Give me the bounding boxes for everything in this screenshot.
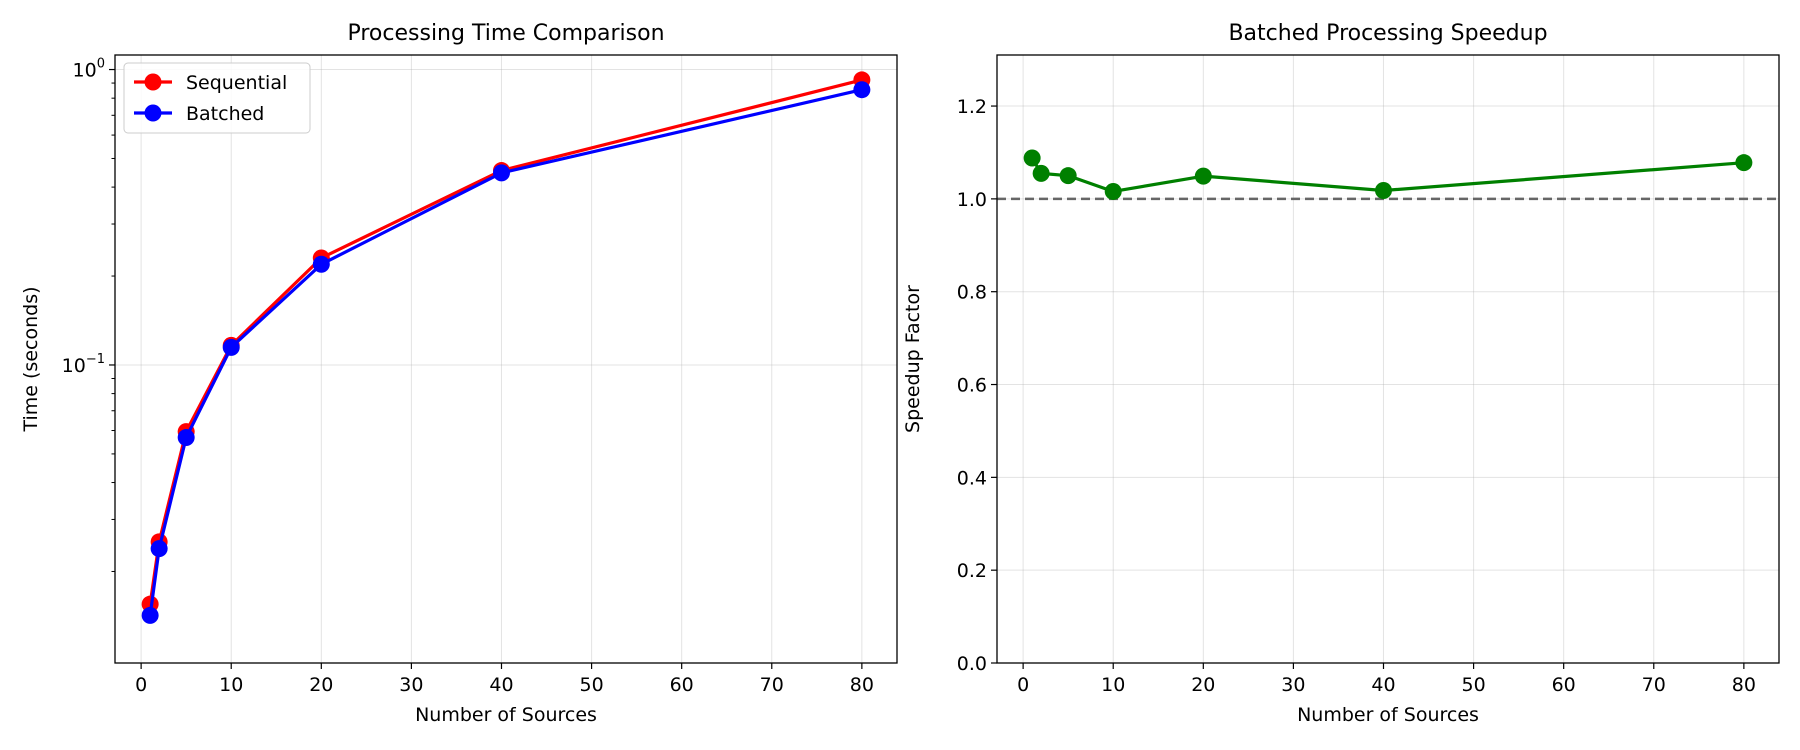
data-point	[312, 255, 330, 273]
data-point	[1735, 154, 1753, 172]
y-axis-label: Time (seconds)	[20, 286, 42, 432]
data-point	[1059, 167, 1077, 185]
data-point	[150, 540, 168, 558]
x-axis-label: Number of Sources	[415, 704, 597, 726]
legend-label: Batched	[186, 103, 264, 125]
y-tick-label: 0.6	[957, 375, 987, 397]
data-point	[1374, 182, 1392, 200]
legend: Sequential Batched	[123, 62, 311, 134]
x-tick-label: 0	[1017, 674, 1029, 696]
y-tick-exponent: 0	[97, 57, 105, 72]
data-point	[222, 338, 240, 356]
x-tick-label: 30	[1281, 674, 1305, 696]
data-point	[1194, 167, 1212, 185]
y-tick-exponent: −1	[86, 352, 105, 367]
y-tick-label: 0.0	[957, 653, 987, 675]
plot-frame	[114, 54, 898, 664]
y-axis-label: Speedup Factor	[902, 285, 924, 433]
data-point	[141, 606, 159, 624]
x-tick-label: 20	[1191, 674, 1215, 696]
y-tick-label: 1.0	[957, 189, 987, 211]
y-tick-label: 0.2	[957, 560, 987, 582]
y-tick-label: 0.4	[957, 467, 987, 489]
x-tick-label: 20	[309, 674, 333, 696]
legend-label: Sequential	[186, 72, 287, 94]
x-tick-label: 50	[1461, 674, 1485, 696]
legend-swatch-marker	[144, 104, 162, 122]
data-point	[1032, 164, 1050, 182]
data-point	[177, 429, 195, 447]
x-tick-label: 80	[1732, 674, 1756, 696]
chart-title: Processing Time Comparison	[347, 21, 664, 46]
data-point	[492, 164, 510, 182]
y-tick-label: 0.8	[957, 282, 987, 304]
axis-ticks: 0 10 20 30 40 50 60 70 80 0.0 0.2 0.4 0.6 0.8 1.0 1.2	[957, 96, 1756, 696]
chart-title: Batched Processing Speedup	[1228, 21, 1547, 46]
x-tick-label: 40	[1371, 674, 1395, 696]
data-point	[1104, 182, 1122, 200]
speedup-chart: 0 10 20 30 40 50 60 70 80 0.0 0.2 0.4 0.6 0.8 1.0 1.2 B…	[902, 21, 1780, 726]
x-tick-label: 60	[1552, 674, 1576, 696]
series-group	[141, 71, 871, 624]
data-point	[1023, 149, 1041, 167]
x-tick-label: 50	[579, 674, 603, 696]
x-tick-label: 80	[850, 674, 874, 696]
x-tick-label: 70	[1642, 674, 1666, 696]
plot-frame	[996, 54, 1780, 664]
y-tick-label: 100	[73, 57, 105, 82]
legend-swatch-marker	[144, 73, 162, 91]
x-tick-label: 30	[399, 674, 423, 696]
x-tick-label: 10	[219, 674, 243, 696]
x-axis-label: Number of Sources	[1297, 704, 1479, 726]
x-tick-label: 40	[489, 674, 513, 696]
x-tick-label: 10	[1101, 674, 1125, 696]
grid-lines	[115, 55, 897, 663]
x-tick-label: 0	[135, 674, 147, 696]
y-tick-label: 1.2	[957, 96, 987, 118]
x-tick-label: 70	[760, 674, 784, 696]
data-point	[853, 81, 871, 99]
series-group	[1023, 149, 1753, 200]
x-tick-label: 60	[670, 674, 694, 696]
